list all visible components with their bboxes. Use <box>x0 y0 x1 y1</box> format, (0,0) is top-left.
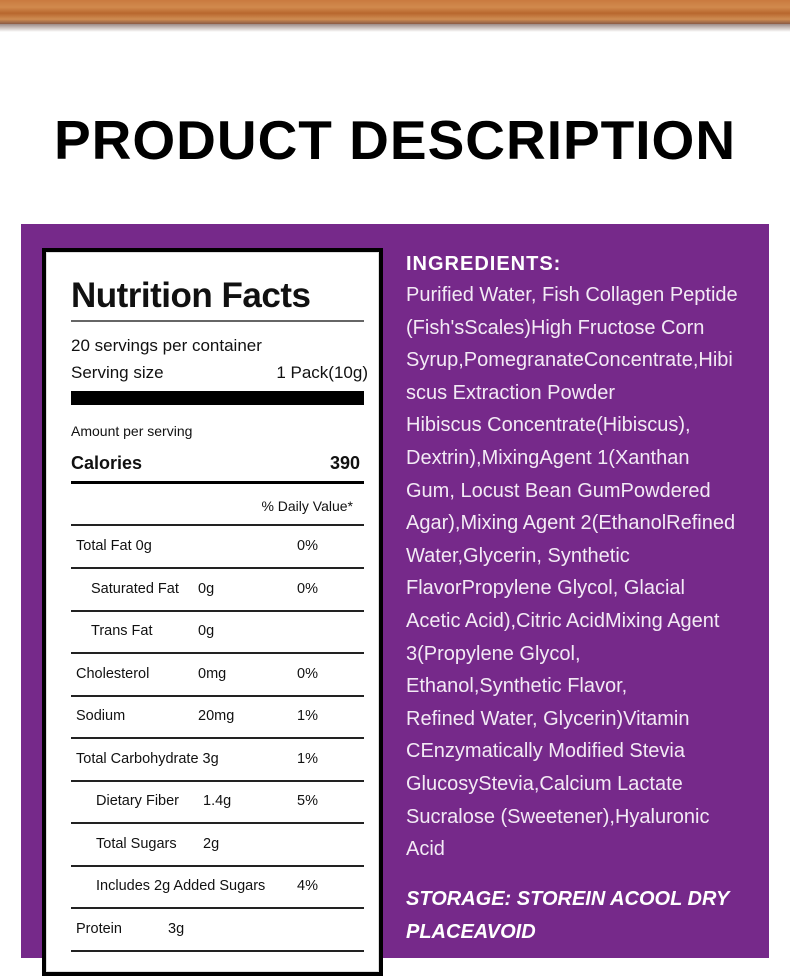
nutrient-amount: 3g <box>168 920 185 937</box>
divider <box>71 567 364 569</box>
nutrient-daily-value: 0% <box>297 580 318 597</box>
nutrient-amount: 0mg <box>198 665 227 682</box>
nutrient-name: Includes 2g Added Sugars <box>96 878 266 894</box>
ingredient-line: Ethanol,Synthetic Flavor, <box>406 675 628 698</box>
nutrient-name: Total Sugars <box>96 835 177 852</box>
divider <box>71 652 364 654</box>
storage-line: STORAGE: STOREIN ACOOL DRY <box>406 888 730 910</box>
ingredient-line: CEnzymatically Modified Stevia <box>406 740 685 763</box>
divider <box>71 481 364 484</box>
ingredient-line: Acetic Acid),Citric AcidMixing Agent <box>406 610 720 632</box>
nutrient-daily-value: 4% <box>297 878 318 894</box>
ingredient-line: Agar),Mixing Agent 2(EthanolRefined <box>406 512 736 535</box>
nutrient-name: Protein <box>76 920 122 937</box>
ingredient-line: Water,Glycerin, Synthetic <box>406 544 630 567</box>
divider <box>71 864 364 867</box>
nutrient-name: Dietary Fiber <box>96 793 179 809</box>
divider <box>71 779 364 782</box>
thick-divider <box>71 391 364 405</box>
nutrient-amount: 0g <box>198 623 215 639</box>
ingredient-line: Gum, Locust Bean GumPowdered <box>406 479 711 502</box>
nutrient-name: Trans Fat <box>91 623 153 639</box>
nutrient-amount: 1.4g <box>203 793 232 809</box>
calories-value: 390 <box>329 453 360 473</box>
banner-shadow <box>0 24 790 32</box>
ingredient-line: Hibiscus Concentrate(Hibiscus), <box>406 414 691 437</box>
ingredient-line: FlavorPropylene Glycol, Glacial <box>406 577 685 600</box>
ingredient-line: Purified Water, Fish Collagen Peptide <box>406 284 738 306</box>
ingredient-line: Syrup,PomegranateConcentrate,Hibi <box>406 349 733 372</box>
divider <box>71 524 364 526</box>
amount-per-serving: Amount per serving <box>71 423 193 439</box>
nutrient-amount: 20mg <box>198 708 235 724</box>
wood-shelf-banner <box>0 0 790 24</box>
ingredient-line: (Fish'sScales)High Fructose Corn <box>406 316 705 339</box>
page-title: PRODUCT DESCRIPTION <box>53 109 737 171</box>
ingredient-line: Acid <box>406 838 445 861</box>
calories-label: Calories <box>71 453 143 473</box>
storage-line: PLACEAVOID <box>406 921 536 943</box>
nutrient-daily-value: 1% <box>297 750 318 767</box>
nutrient-name: Sodium <box>76 708 126 724</box>
serving-size-label: Serving size <box>71 363 164 382</box>
nutrient-daily-value: 0% <box>297 665 318 682</box>
ingredient-line: Refined Water, Glycerin)Vitamin <box>406 707 690 730</box>
divider <box>71 737 364 739</box>
nutrient-daily-value: 5% <box>297 793 318 809</box>
nutrient-daily-value: 1% <box>297 708 318 724</box>
ingredient-line: GlucosyStevia,Calcium Lactate <box>406 773 683 795</box>
ingredient-line: scus Extraction Powder <box>406 381 615 404</box>
ingredient-line: Dextrin),MixingAgent 1(Xanthan <box>406 447 690 469</box>
nutrition-facts-label: Nutrition Facts 20 servings per containe… <box>42 248 383 976</box>
divider <box>71 609 364 612</box>
ingredients-heading: INGREDIENTS: <box>406 253 562 275</box>
nutrient-amount: 0g <box>198 580 215 597</box>
nutrient-daily-value: 0% <box>297 538 318 554</box>
ingredient-line: Sucralose (Sweetener),Hyaluronic <box>406 805 710 828</box>
divider <box>71 694 364 697</box>
daily-value-header: % Daily Value* <box>261 498 353 514</box>
serving-size-value: 1 Pack(10g) <box>276 363 368 382</box>
servings-per-container: 20 servings per container <box>71 336 262 355</box>
divider <box>71 320 364 322</box>
divider <box>71 822 364 824</box>
nutrition-title: Nutrition Facts <box>71 276 311 315</box>
nutrient-amount: 2g <box>203 835 220 852</box>
divider <box>71 949 364 952</box>
nutrient-name: Saturated Fat <box>91 580 179 597</box>
ingredient-line: 3(Propylene Glycol, <box>406 642 581 665</box>
divider <box>71 907 364 909</box>
nutrient-name: Cholesterol <box>76 665 150 682</box>
nutrient-name: Total Carbohydrate 3g <box>76 750 219 767</box>
nutrient-name: Total Fat 0g <box>76 538 152 554</box>
